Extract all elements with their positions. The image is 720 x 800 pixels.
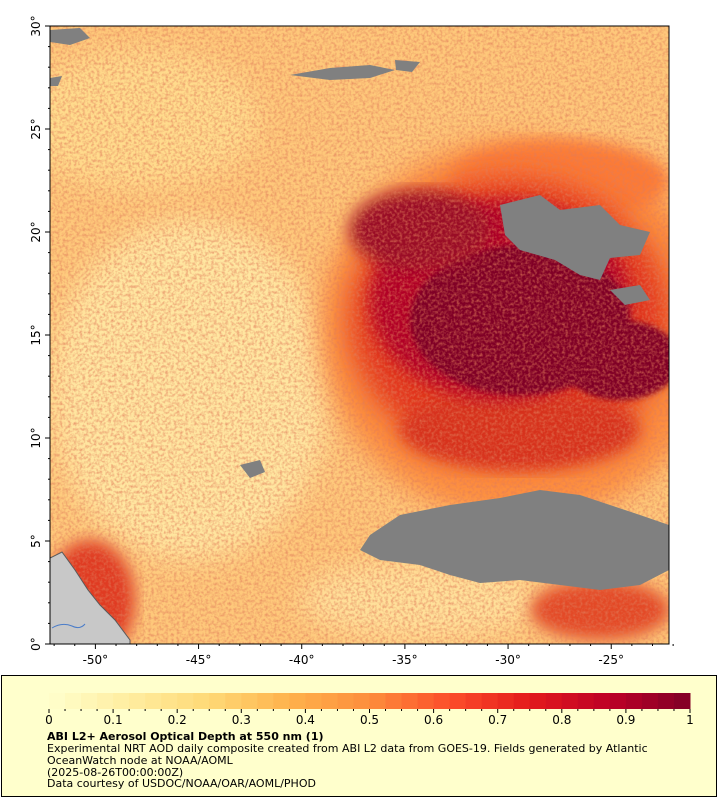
colorbar-bin (417, 693, 435, 709)
colorbar-bin (449, 693, 467, 709)
lon-tick-label: -45° (186, 653, 212, 667)
land-south-america (50, 551, 131, 644)
colorbar-bin (273, 693, 290, 709)
map-timestamp: (2025-08-26T00:00:00Z) (47, 766, 184, 779)
lat-tick-label: 15° (29, 324, 43, 345)
colorbar-bin (289, 693, 306, 709)
colorbar-bin (177, 693, 194, 709)
colorbar-tick-label: 0.1 (104, 713, 123, 726)
legend-panel: 0 0.1 0.2 0.3 0.4 0.5 0.6 0.7 0.8 0.9 1 (1, 675, 717, 797)
colorbar-bin (529, 693, 547, 709)
colorbar-bin (337, 693, 354, 709)
lon-tick-label: -30° (495, 653, 521, 667)
colorbar-bin (497, 693, 515, 709)
colorbar-bin (129, 693, 146, 709)
aod-field (50, 26, 669, 644)
colorbar-bin (481, 693, 499, 709)
colorbar-bin (609, 693, 627, 709)
colorbar-bin (625, 693, 643, 709)
colorbar-bin (321, 693, 338, 709)
colorbar-bin (561, 693, 579, 709)
colorbar-bin (657, 693, 675, 709)
colorbar-tick-label: 0.2 (168, 713, 187, 726)
map-title: ABI L2+ Aerosol Optical Depth at 550 nm … (47, 730, 324, 743)
colorbar-tick-label: 0.3 (232, 713, 251, 726)
map-description: Experimental NRT AOD daily composite cre… (47, 742, 648, 755)
colorbar-tick-label: 0.7 (488, 713, 507, 726)
lat-tick-label: 10° (29, 427, 43, 448)
lon-tick-label: -40° (289, 653, 315, 667)
colorbar-tick-label: 0 (45, 713, 53, 726)
colorbar-bin (145, 693, 162, 709)
river-icon (51, 623, 86, 629)
colorbar-bin (225, 693, 242, 709)
colorbar-bin (305, 693, 322, 709)
colorbar-bin (49, 693, 66, 709)
colorbar-bin (369, 693, 387, 709)
colorbar-tick-label: 0.6 (424, 713, 443, 726)
lat-tick-label: 5° (29, 534, 43, 548)
colorbar-tick-label: 1 (686, 713, 694, 726)
colorbar-bin (513, 693, 531, 709)
colorbar-bin (257, 693, 274, 709)
longitude-axis: -50° -45° -40° -35° -30° -25° (53, 644, 674, 667)
colorbar-bin (81, 693, 98, 709)
map-description: OceanWatch node at NOAA/AOML (47, 754, 233, 767)
data-credit: Data courtesy of USDOC/NOAA/OAR/AOML/PHO… (47, 777, 316, 790)
colorbar-bin (593, 693, 611, 709)
colorbar-bin (209, 693, 226, 709)
colorbar-bin (113, 693, 130, 709)
colorbar-ticks: 0 0.1 0.2 0.3 0.4 0.5 0.6 0.7 0.8 0.9 1 (45, 709, 694, 726)
colorbar-bins (49, 693, 691, 709)
colorbar-bin (673, 693, 691, 709)
colorbar-bin (353, 693, 370, 709)
colorbar-bin (241, 693, 258, 709)
colorbar-bin (161, 693, 178, 709)
no-data-mask (50, 28, 669, 590)
colorbar-bin (465, 693, 483, 709)
colorbar-bin (193, 693, 210, 709)
colorbar-tick-label: 0.9 (616, 713, 635, 726)
colorbar-bin (401, 693, 419, 709)
lon-tick-label: -35° (392, 653, 418, 667)
aod-map: 30° 25° 20° 15° 10° 5° 0° -50° -45° -40° -35° -30°… (29, 15, 674, 667)
colorbar-bin (65, 693, 82, 709)
lat-tick-label: 0° (29, 637, 43, 651)
colorbar-bin (97, 693, 114, 709)
colorbar-bin (577, 693, 595, 709)
colorbar: 0 0.1 0.2 0.3 0.4 0.5 0.6 0.7 0.8 0.9 1 (45, 693, 694, 726)
lat-tick-label: 30° (29, 15, 43, 36)
colorbar-tick-label: 0.5 (360, 713, 379, 726)
colorbar-tick-label: 0.8 (552, 713, 571, 726)
lat-tick-label: 20° (29, 221, 43, 242)
colorbar-bin (545, 693, 563, 709)
colorbar-bin (641, 693, 659, 709)
lat-tick-label: 25° (29, 118, 43, 139)
lon-tick-label: -50° (83, 653, 109, 667)
colorbar-bin (433, 693, 451, 709)
lon-tick-label: -25° (598, 653, 624, 667)
colorbar-tick-label: 0.4 (296, 713, 315, 726)
colorbar-bin (385, 693, 403, 709)
latitude-axis: 30° 25° 20° 15° 10° 5° 0° (29, 15, 50, 651)
